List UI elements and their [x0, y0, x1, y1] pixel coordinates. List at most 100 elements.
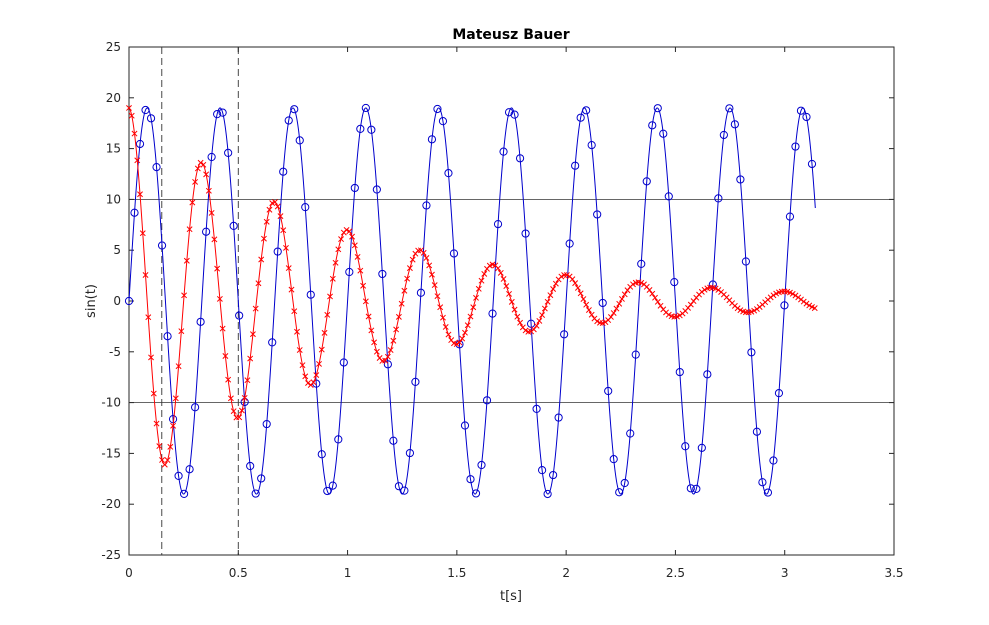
series-1-point-100 — [401, 287, 408, 294]
series-0-point-99 — [670, 278, 679, 287]
series-1-point-42 — [241, 394, 248, 401]
series-1-point-204 — [687, 301, 694, 308]
series-0-point-29 — [284, 116, 293, 125]
series-1-point-70 — [318, 346, 325, 353]
y-tick-label-3: -10 — [101, 396, 121, 410]
series-0-point-98 — [664, 192, 673, 201]
x-axis-ticks: 0 0.5 1 1.5 2 2.5 3 3.5 — [125, 47, 904, 580]
series-1-point-44 — [247, 355, 254, 362]
series-0-point-31 — [295, 136, 304, 145]
series-0-point-52 — [411, 377, 420, 386]
series-0-point-110 — [730, 120, 739, 129]
series-0-point-80 — [565, 239, 574, 248]
series-1-point-162 — [572, 280, 579, 287]
series-0-point-6 — [157, 241, 167, 250]
series-0-point-84 — [587, 141, 596, 150]
series-0-point-9 — [174, 471, 183, 480]
series-0-point-15 — [207, 152, 216, 162]
x-tick-label-7: 3.5 — [884, 566, 903, 580]
x-tick-label-4: 2 — [562, 566, 570, 580]
series-1-point-80 — [346, 228, 353, 235]
series-1-point-18 — [175, 363, 182, 370]
series-1-point-209 — [701, 286, 708, 293]
series-1-point-142 — [517, 319, 524, 326]
series-1-point-46 — [252, 305, 259, 312]
series-0-point-79 — [560, 330, 569, 339]
series-0-point-103 — [692, 484, 701, 494]
series-0-point-53 — [416, 288, 426, 297]
series-0-point-68 — [499, 147, 508, 156]
series-1-point-34 — [219, 325, 226, 332]
series-0-point-55 — [427, 135, 437, 144]
series-1-point-101 — [404, 275, 411, 282]
series-0-point-89 — [615, 488, 624, 497]
series-1-point-149 — [536, 317, 543, 324]
series-1-point-14 — [164, 457, 171, 464]
series-0-point-76 — [543, 489, 552, 499]
series-0-point-30 — [290, 105, 299, 114]
series-1-point-3 — [134, 157, 141, 164]
series-1-point-84 — [357, 267, 364, 274]
series-1-point-189 — [646, 287, 653, 293]
series-0-point-18 — [224, 148, 233, 157]
series-0-point-66 — [488, 309, 497, 318]
series-0-point-35 — [317, 450, 326, 459]
series-0-point-74 — [532, 404, 541, 414]
series-0-point-107 — [714, 194, 723, 203]
series-0-point-91 — [626, 429, 635, 438]
series-0-point-90 — [620, 478, 629, 488]
series-1-point-157 — [558, 273, 565, 280]
y-tick-label-2: -15 — [101, 446, 121, 460]
series-1-point-0 — [126, 105, 132, 111]
series-0-point-26 — [268, 338, 277, 347]
series-0-point-59 — [449, 249, 459, 258]
series-0-point-44 — [367, 125, 376, 134]
series-1-point-114 — [440, 314, 446, 321]
series-1-point-53 — [272, 199, 278, 205]
series-1-point-83 — [354, 253, 361, 260]
series-1-point-62 — [296, 347, 303, 353]
series-1-point-115 — [442, 323, 449, 330]
series-1-point-19 — [178, 328, 185, 335]
series-0-point-124 — [807, 159, 817, 169]
chart-title: Mateusz Bauer — [452, 27, 569, 43]
series-0-point-108 — [719, 130, 728, 140]
series-1-point-48 — [258, 256, 265, 263]
series-layer — [124, 103, 818, 499]
series-1-point-152 — [544, 298, 551, 305]
series-1-point-10 — [153, 420, 160, 427]
series-1-point-186 — [638, 279, 645, 286]
series-1-point-190 — [649, 290, 656, 297]
series-1-point-31 — [211, 236, 218, 243]
series-1-point-86 — [362, 298, 369, 305]
series-0-point-92 — [631, 350, 640, 359]
series-1-point-140 — [511, 306, 518, 313]
series-1-point-69 — [316, 360, 322, 367]
series-1-point-221 — [734, 305, 741, 312]
series-1-point-22 — [186, 226, 193, 233]
series-1-point-56 — [280, 227, 287, 234]
series-1-point-102 — [406, 265, 413, 272]
series-1-point-20 — [181, 292, 188, 299]
series-0-point-78 — [554, 413, 563, 422]
series-1-point-6 — [142, 272, 149, 278]
series-1-point-45 — [249, 331, 256, 338]
series-1-point-57 — [283, 244, 289, 251]
series-1-point-72 — [324, 311, 331, 318]
series-1-point-246 — [803, 300, 810, 307]
series-0-point-96 — [653, 104, 662, 113]
series-1-point-247 — [806, 302, 813, 309]
series-1-point-135 — [497, 269, 504, 276]
series-0-point-72 — [521, 229, 530, 238]
x-tick-label-2: 1 — [344, 566, 352, 580]
series-1-point-30 — [208, 209, 215, 216]
series-1-point-28 — [203, 171, 210, 178]
series-0-point-47 — [383, 360, 392, 369]
series-1-point-183 — [630, 281, 636, 288]
series-1-point-242 — [792, 292, 799, 299]
series-1-point-139 — [508, 298, 515, 305]
series-0-point-117 — [769, 456, 778, 465]
series-1-point-175 — [607, 314, 614, 320]
series-1-point-191 — [652, 294, 658, 301]
series-1-point-138 — [506, 290, 513, 297]
